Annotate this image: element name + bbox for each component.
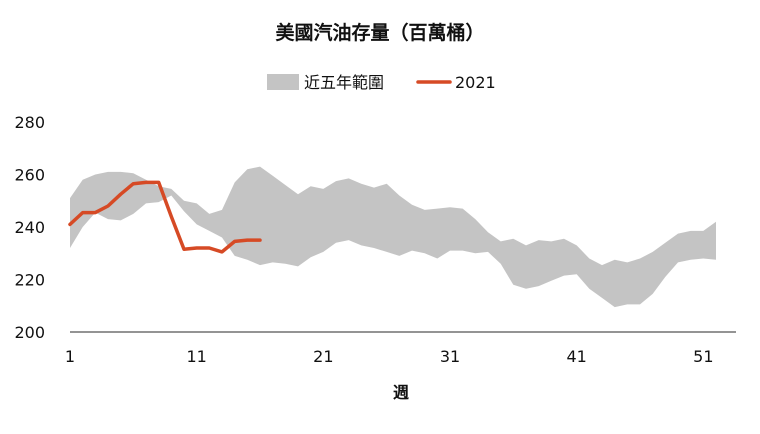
y-tick-label-240: 240 <box>14 218 45 237</box>
legend-label-2021: 2021 <box>455 73 496 92</box>
y-tick-label-280: 280 <box>14 113 45 132</box>
y-tick-label-200: 200 <box>14 323 45 342</box>
x-tick-label-1: 1 <box>65 347 75 366</box>
x-axis-title: 週 <box>393 383 409 402</box>
x-tick-label-51: 51 <box>693 347 713 366</box>
series-line-2021 <box>68 180 262 254</box>
x-tick-label-11: 11 <box>186 347 206 366</box>
legend-swatch-range-band <box>267 74 299 90</box>
x-tick-label-31: 31 <box>440 347 460 366</box>
y-tick-label-220: 220 <box>14 271 45 290</box>
x-tick-label-41: 41 <box>566 347 586 366</box>
y-tick-label-260: 260 <box>14 166 45 185</box>
plot-area <box>68 166 716 308</box>
legend-label-range-band: 近五年範圍 <box>304 73 384 92</box>
x-tick-label-21: 21 <box>313 347 333 366</box>
chart-title: 美國汽油存量（百萬桶） <box>275 21 484 44</box>
legend: 近五年範圍 2021 <box>267 73 496 92</box>
five-year-range-band <box>70 166 716 308</box>
